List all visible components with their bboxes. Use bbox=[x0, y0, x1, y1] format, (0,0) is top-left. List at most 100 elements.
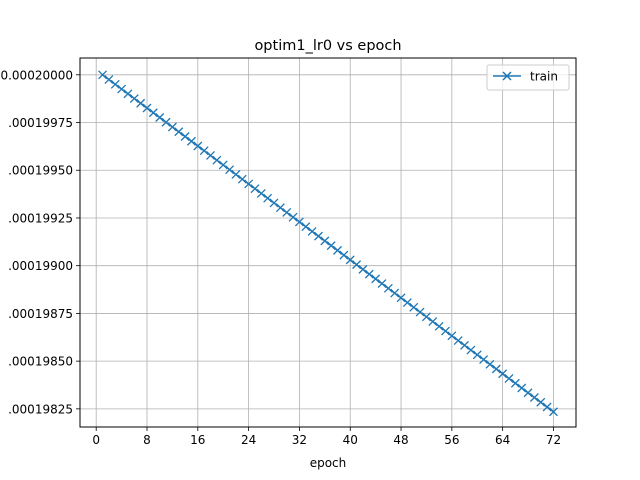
data-point bbox=[237, 174, 247, 184]
data-point bbox=[460, 340, 470, 350]
y-tick-label: .00019950 bbox=[8, 164, 73, 178]
legend: train bbox=[486, 64, 570, 91]
x-tick-label: 32 bbox=[292, 433, 307, 447]
data-point bbox=[536, 397, 546, 407]
data-point bbox=[282, 207, 292, 217]
x-tick-label: 40 bbox=[343, 433, 358, 447]
x-tick-label: 72 bbox=[546, 433, 561, 447]
data-point bbox=[453, 336, 463, 346]
data-point bbox=[180, 132, 190, 141]
y-axis-ticks: .00019825 .00019850 .00019875 .00019900 .000… bbox=[0, 68, 80, 416]
data-point bbox=[441, 326, 450, 336]
data-point bbox=[466, 345, 476, 355]
data-point bbox=[117, 84, 127, 94]
data-point bbox=[377, 279, 387, 289]
x-tick-label: 64 bbox=[495, 433, 510, 447]
x-tick-label: 8 bbox=[143, 433, 151, 447]
data-point bbox=[504, 374, 514, 383]
data-point bbox=[339, 250, 349, 260]
y-tick-label: .00019975 bbox=[8, 116, 73, 130]
data-point bbox=[415, 307, 425, 317]
legend-entry-train: train bbox=[530, 70, 558, 84]
data-point bbox=[326, 241, 336, 251]
data-point bbox=[98, 70, 108, 80]
data-point bbox=[136, 98, 146, 108]
data-point bbox=[155, 113, 165, 122]
data-point bbox=[129, 94, 139, 103]
data-point bbox=[542, 402, 552, 412]
data-point bbox=[269, 198, 279, 208]
data-point bbox=[364, 269, 374, 279]
data-point bbox=[148, 108, 158, 118]
data-point bbox=[161, 117, 171, 127]
data-point bbox=[371, 274, 381, 284]
y-tick-label: 0.00020000 bbox=[0, 68, 73, 82]
data-point bbox=[301, 222, 311, 232]
data-point bbox=[314, 231, 323, 241]
x-tick-label: 48 bbox=[393, 433, 408, 447]
data-point bbox=[498, 369, 508, 379]
data-point bbox=[199, 146, 209, 156]
data-point bbox=[447, 331, 457, 341]
data-point bbox=[123, 89, 133, 99]
data-point bbox=[434, 321, 444, 331]
legend-box bbox=[486, 64, 570, 91]
data-point bbox=[294, 217, 304, 227]
data-point bbox=[421, 312, 431, 322]
data-point bbox=[212, 155, 222, 165]
x-axis-ticks: 0 8 16 24 32 40 48 56 64 72 bbox=[92, 427, 561, 447]
y-tick-label: .00019850 bbox=[8, 355, 73, 369]
grid-lines bbox=[80, 58, 576, 427]
data-point bbox=[517, 383, 527, 393]
data-point bbox=[491, 364, 501, 374]
data-point bbox=[225, 165, 235, 175]
series-layer bbox=[98, 70, 558, 417]
data-point bbox=[320, 236, 330, 246]
data-point bbox=[510, 378, 520, 388]
data-point bbox=[206, 151, 215, 160]
data-point bbox=[479, 355, 489, 364]
data-point bbox=[167, 122, 177, 132]
data-point bbox=[218, 160, 228, 170]
data-point bbox=[307, 226, 317, 236]
x-tick-label: 24 bbox=[241, 433, 256, 447]
data-point bbox=[333, 245, 342, 255]
data-point bbox=[193, 141, 203, 151]
y-tick-label: .00019825 bbox=[8, 402, 73, 416]
data-point bbox=[288, 212, 298, 222]
data-point bbox=[250, 184, 260, 194]
data-point bbox=[523, 388, 533, 398]
data-point bbox=[244, 179, 254, 189]
data-point bbox=[142, 103, 152, 113]
data-point bbox=[174, 127, 184, 137]
data-point bbox=[409, 302, 419, 312]
y-tick-label: .00019900 bbox=[8, 259, 73, 273]
data-point bbox=[110, 79, 120, 89]
x-tick-label: 56 bbox=[444, 433, 459, 447]
x-tick-label: 16 bbox=[190, 433, 205, 447]
data-point bbox=[263, 193, 273, 203]
data-point bbox=[390, 288, 400, 298]
data-point bbox=[345, 255, 355, 265]
y-tick-label: .00019925 bbox=[8, 211, 73, 225]
data-point bbox=[358, 264, 368, 274]
data-point bbox=[402, 298, 412, 308]
data-point bbox=[529, 393, 539, 402]
x-axis-label: epoch bbox=[310, 456, 347, 470]
chart-title: optim1_lr0 vs epoch bbox=[254, 38, 401, 54]
x-tick-label: 0 bbox=[92, 433, 100, 447]
data-point bbox=[485, 359, 495, 369]
data-point bbox=[352, 260, 362, 270]
data-point bbox=[548, 407, 558, 417]
data-point bbox=[186, 136, 196, 146]
data-point bbox=[383, 283, 393, 293]
data-point bbox=[396, 293, 406, 303]
data-point bbox=[104, 75, 114, 85]
plot-area bbox=[79, 57, 577, 428]
data-point bbox=[428, 317, 438, 327]
data-point bbox=[472, 350, 482, 360]
data-point bbox=[231, 169, 241, 179]
legend-swatch-marker bbox=[502, 71, 512, 81]
data-point bbox=[256, 188, 266, 198]
